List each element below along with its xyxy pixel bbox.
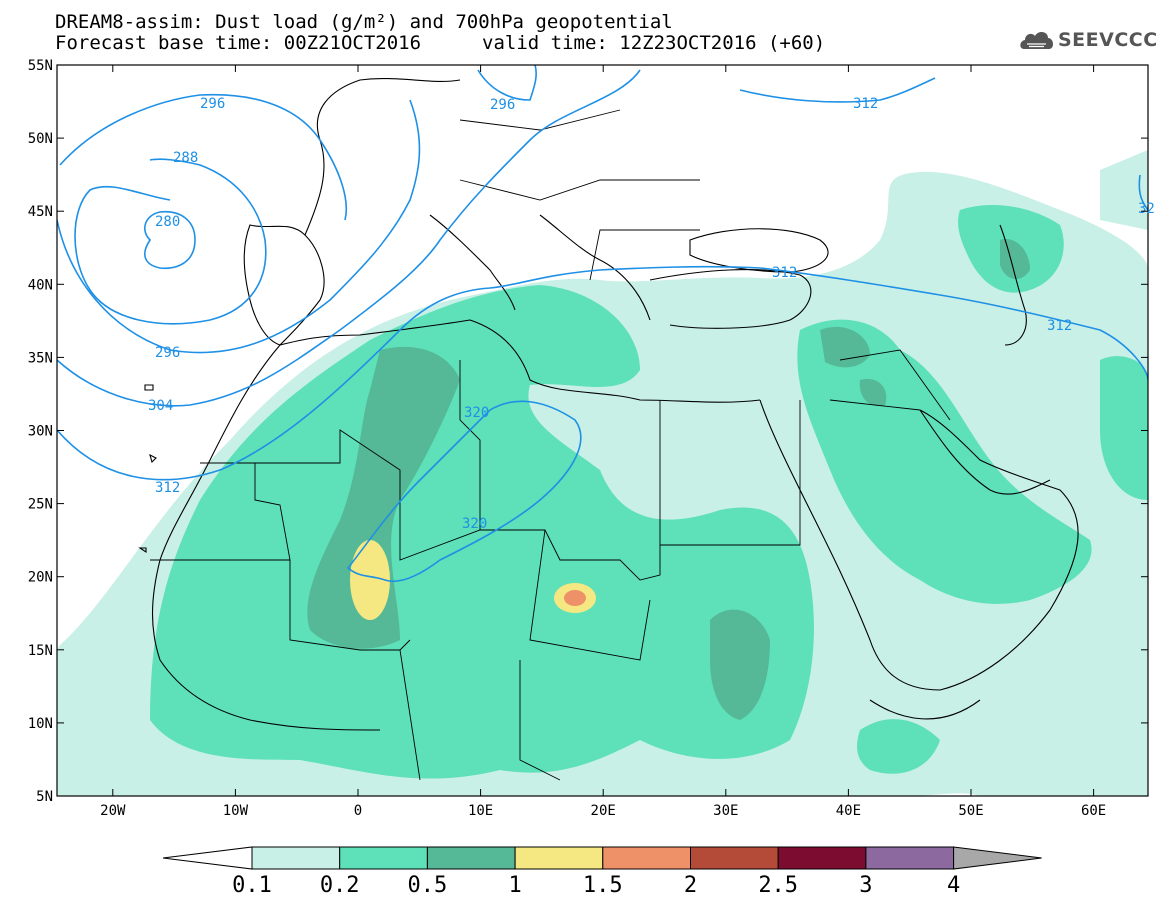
lon-label: 30E [713, 803, 738, 819]
lat-label: 50N [28, 131, 53, 147]
colorbar-swatch [251, 846, 341, 870]
logo-text: SEEVCCC [1058, 29, 1158, 51]
colorbar-swatch [602, 846, 691, 870]
lat-label: 35N [28, 350, 53, 366]
colorbar-tick-label: 3 [859, 873, 872, 898]
lon-label: 10E [468, 803, 493, 819]
contour-label: 280 [155, 214, 180, 230]
lon-label: 50E [958, 803, 983, 819]
map-title: DREAM8-assim: Dust load (g/m²) and 700hP… [55, 11, 673, 33]
geopotential-contours [57, 65, 1148, 582]
coastlines [138, 78, 1079, 731]
contour-label: 320 [462, 516, 487, 532]
latitude-axis: 55N 50N 45N 40N 35N 30N 25N 20N 15N 10N 5N [28, 58, 1148, 805]
lat-label: 10N [28, 716, 53, 732]
colorbar-swatch [514, 846, 604, 870]
contour-label: 296 [155, 345, 180, 361]
lat-label: 15N [28, 643, 53, 659]
colorbar-min-arrow [162, 846, 253, 870]
lat-label: 55N [28, 58, 53, 74]
colorbar-max-arrow [953, 846, 1042, 870]
contour-label: 312 [155, 480, 180, 496]
country-borders [150, 109, 951, 781]
contour-label: 32 [1138, 201, 1155, 217]
lon-label: 20E [591, 803, 616, 819]
valid-time: valid time: 12Z23OCT2016 (+60) [482, 32, 826, 54]
lon-label: 60E [1081, 803, 1106, 819]
seevccc-logo: SEEVCCC [1018, 27, 1158, 57]
colorbar-tick-label: 2 [684, 873, 697, 898]
lat-label: 5N [36, 789, 53, 805]
lat-label: 30N [28, 424, 53, 440]
colorbar-swatch [690, 846, 779, 870]
contour-labels: 296 296 312 288 280 296 304 312 320 320 … [148, 96, 1155, 532]
lat-label: 25N [28, 497, 53, 513]
contour-label: 320 [464, 405, 489, 421]
lon-label: 20W [100, 803, 126, 819]
colorbar-swatch [777, 846, 867, 870]
contour-label: 312 [772, 265, 797, 281]
colorbar-swatch [865, 846, 955, 870]
contour-label: 312 [1047, 318, 1072, 334]
colorbar-swatch [339, 846, 428, 870]
colorbar-tick-label: 4 [947, 873, 960, 898]
lon-label: 40E [836, 803, 861, 819]
colorbar-legend: 0.1 0.2 0.5 1 1.5 2 2.5 3 4 [162, 846, 1042, 898]
lat-label: 20N [28, 570, 53, 586]
colorbar-tick-label: 0.1 [232, 873, 272, 898]
lon-label: 0 [354, 803, 362, 819]
lat-label: 40N [28, 277, 53, 293]
contour-label: 288 [173, 150, 198, 166]
lat-label: 45N [28, 204, 53, 220]
colorbar-tick-label: 0.2 [320, 873, 360, 898]
longitude-axis: 20W 10W 0 10E 20E 30E 40E 50E 60E [100, 65, 1106, 819]
cloud-logo-icon [1020, 32, 1054, 49]
colorbar-swatch [426, 846, 516, 870]
colorbar-tick-label: 1.5 [583, 873, 623, 898]
contour-label: 296 [200, 96, 225, 112]
contour-label: 304 [148, 398, 173, 414]
colorbar-tick-label: 1 [508, 873, 521, 898]
colorbar-tick-label: 0.5 [408, 873, 448, 898]
colorbar-tick-label: 2.5 [758, 873, 798, 898]
contour-label: 296 [490, 97, 515, 113]
dust-shading-orange [564, 590, 586, 606]
contour-label: 312 [853, 96, 878, 112]
dust-shading-yellow [350, 540, 390, 620]
lon-label: 10W [223, 803, 249, 819]
forecast-base-time: Forecast base time: 00Z21OCT2016 [55, 32, 422, 54]
